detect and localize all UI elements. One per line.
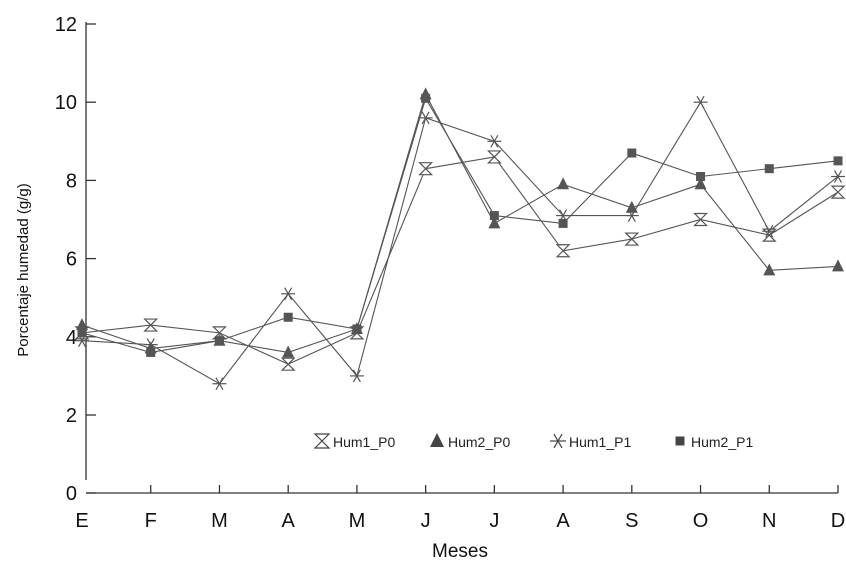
x-tick-label: N — [762, 510, 776, 532]
data-point-square — [558, 218, 568, 228]
x-tick-label: E — [75, 510, 88, 532]
data-point-asterisk — [550, 433, 566, 449]
x-tick-label: O — [693, 510, 709, 532]
data-point-square — [146, 347, 156, 357]
x-tick-label: F — [145, 510, 157, 532]
legend-item: Hum2_P1 — [675, 434, 753, 450]
y-ticks: 0 2 4 6 8 10 12 — [55, 14, 96, 505]
data-point-asterisk — [212, 377, 227, 391]
y-tick-label: 12 — [55, 14, 77, 36]
data-point-hourglass — [280, 357, 296, 371]
data-point-asterisk — [762, 224, 777, 238]
data-point-triangle — [832, 259, 844, 272]
y-tick-label: 4 — [66, 327, 77, 349]
data-point-square — [214, 336, 224, 346]
data-point-hourglass — [313, 433, 331, 449]
data-point-asterisk — [281, 287, 296, 301]
data-point-triangle — [763, 263, 776, 276]
data-point-triangle — [694, 177, 707, 190]
legend-item: Hum1_P0 — [313, 433, 395, 450]
data-point-asterisk — [418, 111, 433, 125]
data-point-square — [77, 328, 87, 338]
series-markers — [74, 87, 846, 391]
data-point-triangle — [488, 216, 501, 229]
data-point-hourglass — [830, 185, 846, 199]
y-tick-label: 10 — [55, 92, 77, 114]
series-line-hum2_p0 — [81, 92, 839, 354]
data-point-square — [675, 436, 685, 446]
data-point-triangle — [282, 345, 295, 358]
data-point-square — [421, 93, 431, 103]
data-point-hourglass — [486, 150, 502, 164]
data-point-triangle — [76, 318, 88, 331]
x-tick-label: D — [831, 510, 845, 532]
data-point-hourglass — [693, 212, 708, 227]
data-point-hourglass — [418, 162, 434, 176]
legend-item: Hum1_P1 — [550, 433, 631, 450]
data-point-hourglass — [143, 318, 159, 332]
data-point-square — [627, 148, 637, 158]
data-point-hourglass — [624, 232, 640, 246]
data-point-square — [764, 164, 774, 174]
y-tick-label: 2 — [66, 405, 77, 427]
data-point-asterisk — [624, 209, 639, 222]
data-point-hourglass — [761, 228, 777, 242]
series-lines — [81, 92, 839, 385]
x-tick-label: J — [489, 510, 499, 532]
data-point-square — [489, 211, 499, 221]
x-axis-title: Meses — [432, 541, 488, 562]
y-tick-label: 0 — [66, 483, 77, 505]
data-point-asterisk — [831, 170, 845, 183]
data-point-asterisk — [693, 95, 708, 109]
legend-label: Hum2_P1 — [691, 434, 753, 450]
data-point-hourglass — [555, 244, 571, 258]
data-point-square — [283, 312, 293, 322]
data-point-triangle — [430, 433, 444, 447]
data-point-square — [352, 324, 362, 334]
data-point-triangle — [557, 177, 570, 190]
data-point-asterisk — [349, 369, 364, 383]
legend-item: Hum2_P0 — [430, 433, 510, 450]
series-line-hum1_p0 — [81, 156, 839, 365]
x-tick-label: S — [625, 510, 638, 532]
x-tick-label: M — [349, 510, 366, 532]
y-tick-label: 6 — [66, 249, 77, 271]
y-tick-label: 8 — [66, 170, 77, 192]
data-point-square — [833, 156, 843, 166]
x-tick-label: J — [421, 510, 431, 532]
x-tick-label: A — [282, 510, 296, 532]
x-tick-label: M — [211, 510, 228, 532]
data-point-asterisk — [487, 134, 502, 148]
axes — [85, 22, 838, 494]
legend-label: Hum1_P1 — [569, 434, 631, 450]
legend-label: Hum2_P0 — [448, 434, 510, 450]
y-axis-title: Porcentaje humedad (g/g) — [15, 183, 32, 356]
legend-label: Hum1_P0 — [333, 434, 395, 450]
data-point-hourglass — [212, 326, 227, 340]
data-point-square — [696, 171, 706, 181]
series-line-hum2_p1 — [81, 96, 839, 354]
legend: Hum1_P0 Hum2_P0 Hum1_P1 Hum2_P1 — [313, 433, 753, 450]
x-tick-label: A — [556, 510, 570, 532]
series-line-hum1_p1 — [81, 101, 839, 385]
